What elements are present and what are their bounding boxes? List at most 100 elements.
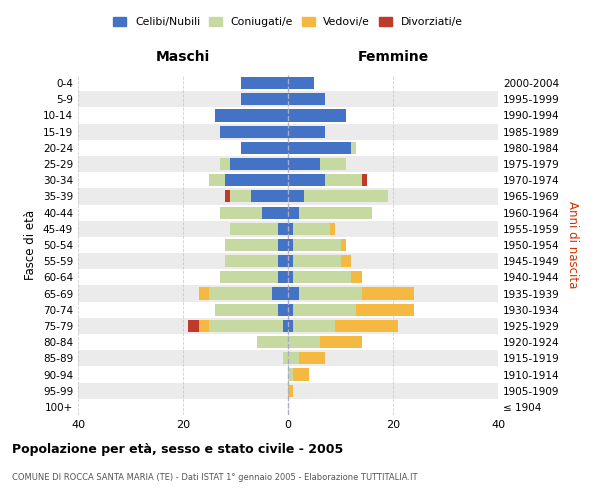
- Bar: [209, 174, 225, 186]
- Bar: [78, 188, 498, 204]
- Bar: [262, 206, 288, 218]
- Bar: [335, 320, 398, 332]
- Bar: [225, 174, 288, 186]
- Bar: [78, 108, 498, 124]
- Text: Popolazione per età, sesso e stato civile - 2005: Popolazione per età, sesso e stato civil…: [12, 442, 343, 456]
- Bar: [78, 204, 498, 220]
- Bar: [299, 288, 361, 300]
- Bar: [293, 222, 330, 235]
- Bar: [293, 239, 341, 251]
- Bar: [241, 142, 288, 154]
- Bar: [288, 110, 346, 122]
- Bar: [320, 158, 346, 170]
- Bar: [361, 288, 414, 300]
- Bar: [215, 110, 288, 122]
- Bar: [277, 304, 288, 316]
- Legend: Celibi/Nubili, Coniugati/e, Vedovi/e, Divorziati/e: Celibi/Nubili, Coniugati/e, Vedovi/e, Di…: [109, 12, 467, 32]
- Bar: [209, 320, 283, 332]
- Bar: [78, 318, 498, 334]
- Bar: [199, 288, 209, 300]
- Bar: [251, 190, 288, 202]
- Y-axis label: Anni di nascita: Anni di nascita: [566, 202, 579, 288]
- Bar: [288, 352, 299, 364]
- Bar: [361, 174, 367, 186]
- Bar: [288, 255, 293, 268]
- Bar: [293, 255, 341, 268]
- Bar: [356, 304, 414, 316]
- Bar: [293, 368, 309, 380]
- Bar: [277, 222, 288, 235]
- Bar: [288, 384, 293, 397]
- Text: COMUNE DI ROCCA SANTA MARIA (TE) - Dati ISTAT 1° gennaio 2005 - Elaborazione TUT: COMUNE DI ROCCA SANTA MARIA (TE) - Dati …: [12, 472, 418, 482]
- Bar: [341, 255, 351, 268]
- Bar: [351, 142, 356, 154]
- Bar: [288, 142, 351, 154]
- Bar: [78, 286, 498, 302]
- Bar: [78, 270, 498, 285]
- Bar: [225, 190, 230, 202]
- Bar: [288, 304, 293, 316]
- Bar: [325, 174, 361, 186]
- Bar: [293, 304, 356, 316]
- Bar: [288, 239, 293, 251]
- Bar: [220, 126, 288, 138]
- Bar: [241, 77, 288, 89]
- Bar: [78, 302, 498, 318]
- Bar: [220, 158, 230, 170]
- Bar: [299, 352, 325, 364]
- Bar: [288, 320, 293, 332]
- Bar: [241, 93, 288, 106]
- Bar: [320, 336, 361, 348]
- Bar: [78, 399, 498, 415]
- Bar: [199, 320, 209, 332]
- Bar: [78, 350, 498, 366]
- Bar: [257, 336, 288, 348]
- Bar: [288, 206, 299, 218]
- Bar: [288, 288, 299, 300]
- Bar: [293, 272, 351, 283]
- Bar: [293, 320, 335, 332]
- Bar: [78, 124, 498, 140]
- Bar: [78, 382, 498, 399]
- Bar: [288, 126, 325, 138]
- Bar: [78, 220, 498, 237]
- Bar: [330, 222, 335, 235]
- Bar: [78, 140, 498, 156]
- Bar: [288, 272, 293, 283]
- Bar: [341, 239, 346, 251]
- Bar: [283, 352, 288, 364]
- Bar: [277, 272, 288, 283]
- Bar: [215, 304, 277, 316]
- Bar: [304, 190, 388, 202]
- Bar: [78, 156, 498, 172]
- Bar: [272, 288, 288, 300]
- Bar: [220, 272, 277, 283]
- Bar: [277, 239, 288, 251]
- Bar: [188, 320, 199, 332]
- Bar: [209, 288, 272, 300]
- Bar: [78, 75, 498, 91]
- Y-axis label: Fasce di età: Fasce di età: [25, 210, 37, 280]
- Bar: [288, 77, 314, 89]
- Bar: [288, 174, 325, 186]
- Bar: [78, 334, 498, 350]
- Bar: [78, 253, 498, 270]
- Bar: [230, 158, 288, 170]
- Text: Femmine: Femmine: [358, 50, 428, 64]
- Bar: [288, 93, 325, 106]
- Bar: [288, 158, 320, 170]
- Text: Maschi: Maschi: [156, 50, 210, 64]
- Bar: [78, 91, 498, 108]
- Bar: [78, 172, 498, 188]
- Bar: [225, 239, 277, 251]
- Bar: [277, 255, 288, 268]
- Bar: [288, 368, 293, 380]
- Bar: [220, 206, 262, 218]
- Bar: [299, 206, 372, 218]
- Bar: [288, 336, 320, 348]
- Bar: [351, 272, 361, 283]
- Bar: [78, 366, 498, 382]
- Bar: [230, 222, 277, 235]
- Bar: [283, 320, 288, 332]
- Bar: [78, 237, 498, 253]
